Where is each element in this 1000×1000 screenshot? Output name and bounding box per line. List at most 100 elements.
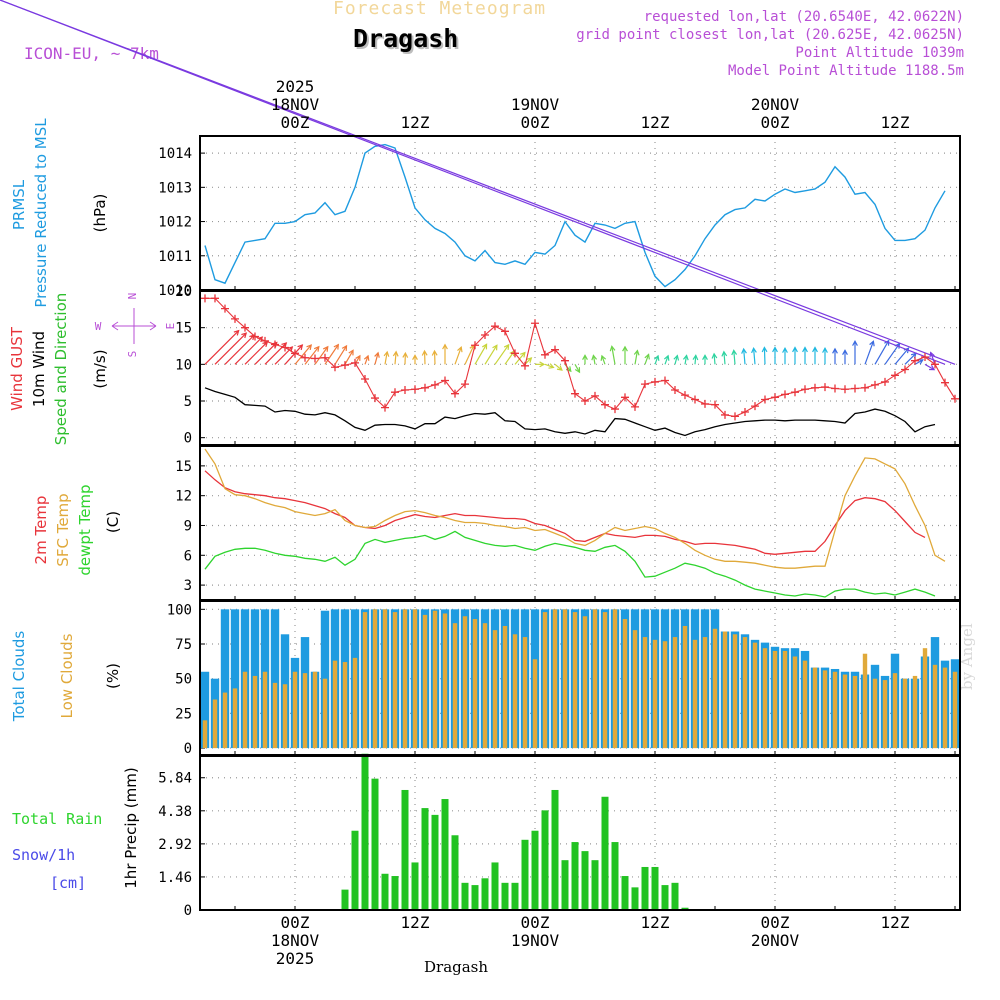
gust-marker [891,371,899,380]
precip-bar [631,887,639,910]
label-dewpt-temp: dewpt Temp [76,484,94,575]
precip-bar [401,789,409,910]
low-cloud-bar [432,610,438,749]
gust-marker [591,391,599,400]
wind-arrowhead [929,365,936,371]
gust-marker [861,383,869,392]
wind-arrowhead [884,339,890,346]
wind-arrowhead [322,345,329,352]
gust-marker [431,380,439,389]
precip-bar [461,882,469,910]
bottom-time-label: 2025 [276,949,315,968]
wind-arrowhead [548,363,555,369]
total-cloud-bar [220,609,230,749]
requested-coords: requested lon,lat (20.6540E, 42.0622N) [643,9,964,25]
wind-arrow [244,341,268,365]
label-sfc-temp: SFC Temp [54,493,72,566]
total-cloud-bar [230,609,240,749]
panel-frame-4 [199,755,961,911]
wind-arrow [324,344,339,365]
low-cloud-bar [522,637,528,749]
low-cloud-bar [642,637,648,749]
label-low-clouds: Low Clouds [58,633,76,718]
precip-bar [481,878,489,910]
gust-marker [291,349,299,358]
low-cloud-bar [672,637,678,749]
gridpoint-coords: grid point closest lon,lat (20.625E, 42.… [576,27,964,43]
wind-arrow [0,0,956,365]
low-cloud-bar [682,625,688,749]
low-cloud-bar [752,642,758,749]
wind-arrowhead [721,350,728,357]
low-cloud-bar [222,692,228,749]
gust-marker [811,383,819,392]
low-cloud-bar [902,678,908,749]
gust-marker [911,356,919,365]
precip-bar [411,862,419,910]
y-tick-label: 100 [167,602,192,618]
wind-arrow [684,355,688,365]
low-cloud-bar [532,659,538,749]
series-line-sfc-temp [204,448,946,569]
gust-marker [351,358,359,367]
compass-w: W [95,320,102,333]
y-tick-label: 1010 [158,283,192,299]
point-altitude: Point Altitude 1039m [795,45,964,61]
y-tick-label: 2.92 [158,837,192,853]
gust-marker [751,402,759,411]
low-cloud-bar [852,675,858,749]
wind-arrowhead [682,354,689,361]
series-line-dewpt [204,530,936,598]
wind-arrowhead [711,352,718,359]
gust-marker [881,377,889,386]
top-time-label: 20NOV [751,95,800,114]
low-cloud-bar [652,639,658,749]
low-cloud-bar [422,614,428,749]
low-cloud-bar [272,682,278,749]
gust-marker [951,394,959,403]
wind-arrow [314,346,329,365]
wind-arrow [904,353,917,365]
low-cloud-bar [502,625,508,749]
gust-marker [671,386,679,394]
gust-marker [921,353,929,361]
wind-arrowhead [663,354,670,361]
gust-marker [211,294,219,303]
gust-marker [621,393,629,402]
bottom-time-label: 00Z [281,913,310,932]
wind-arrowhead [374,351,380,358]
precip-bar [661,885,669,910]
wind-arrowhead [431,349,438,356]
precip-bar [361,753,369,910]
top-time-label: 12Z [881,113,910,132]
total-cloud-bar [200,671,210,749]
y-tick-label: 6 [184,548,192,564]
wind-arrow [294,344,312,365]
gust-marker [561,356,569,365]
wind-arrowhead [333,343,340,350]
compass-n: N [126,293,139,300]
gust-marker [681,391,689,400]
low-cloud-bar [212,699,218,749]
wind-arrow [743,348,746,365]
series-line-gust [205,297,956,417]
wind-arrowhead [574,367,581,374]
low-cloud-bar [232,688,238,749]
bottom-time-label: 12Z [641,913,670,932]
precip-bar [671,882,679,910]
wind-arrowhead [792,346,798,353]
low-cloud-bar [892,673,898,749]
wind-arrow [464,345,475,365]
gust-marker [441,376,449,385]
bottom-time-label: 20NOV [751,931,800,950]
gust-marker [551,345,559,354]
low-cloud-bar [382,609,388,749]
precip-bar [371,778,379,910]
wind-arrowhead [741,347,747,354]
gust-marker [421,383,429,392]
precip-bar [551,789,559,910]
wind-arrowhead [822,346,828,353]
wind-arrow [763,347,766,365]
wind-arrow [554,363,563,371]
wind-arrowhead [412,354,418,361]
